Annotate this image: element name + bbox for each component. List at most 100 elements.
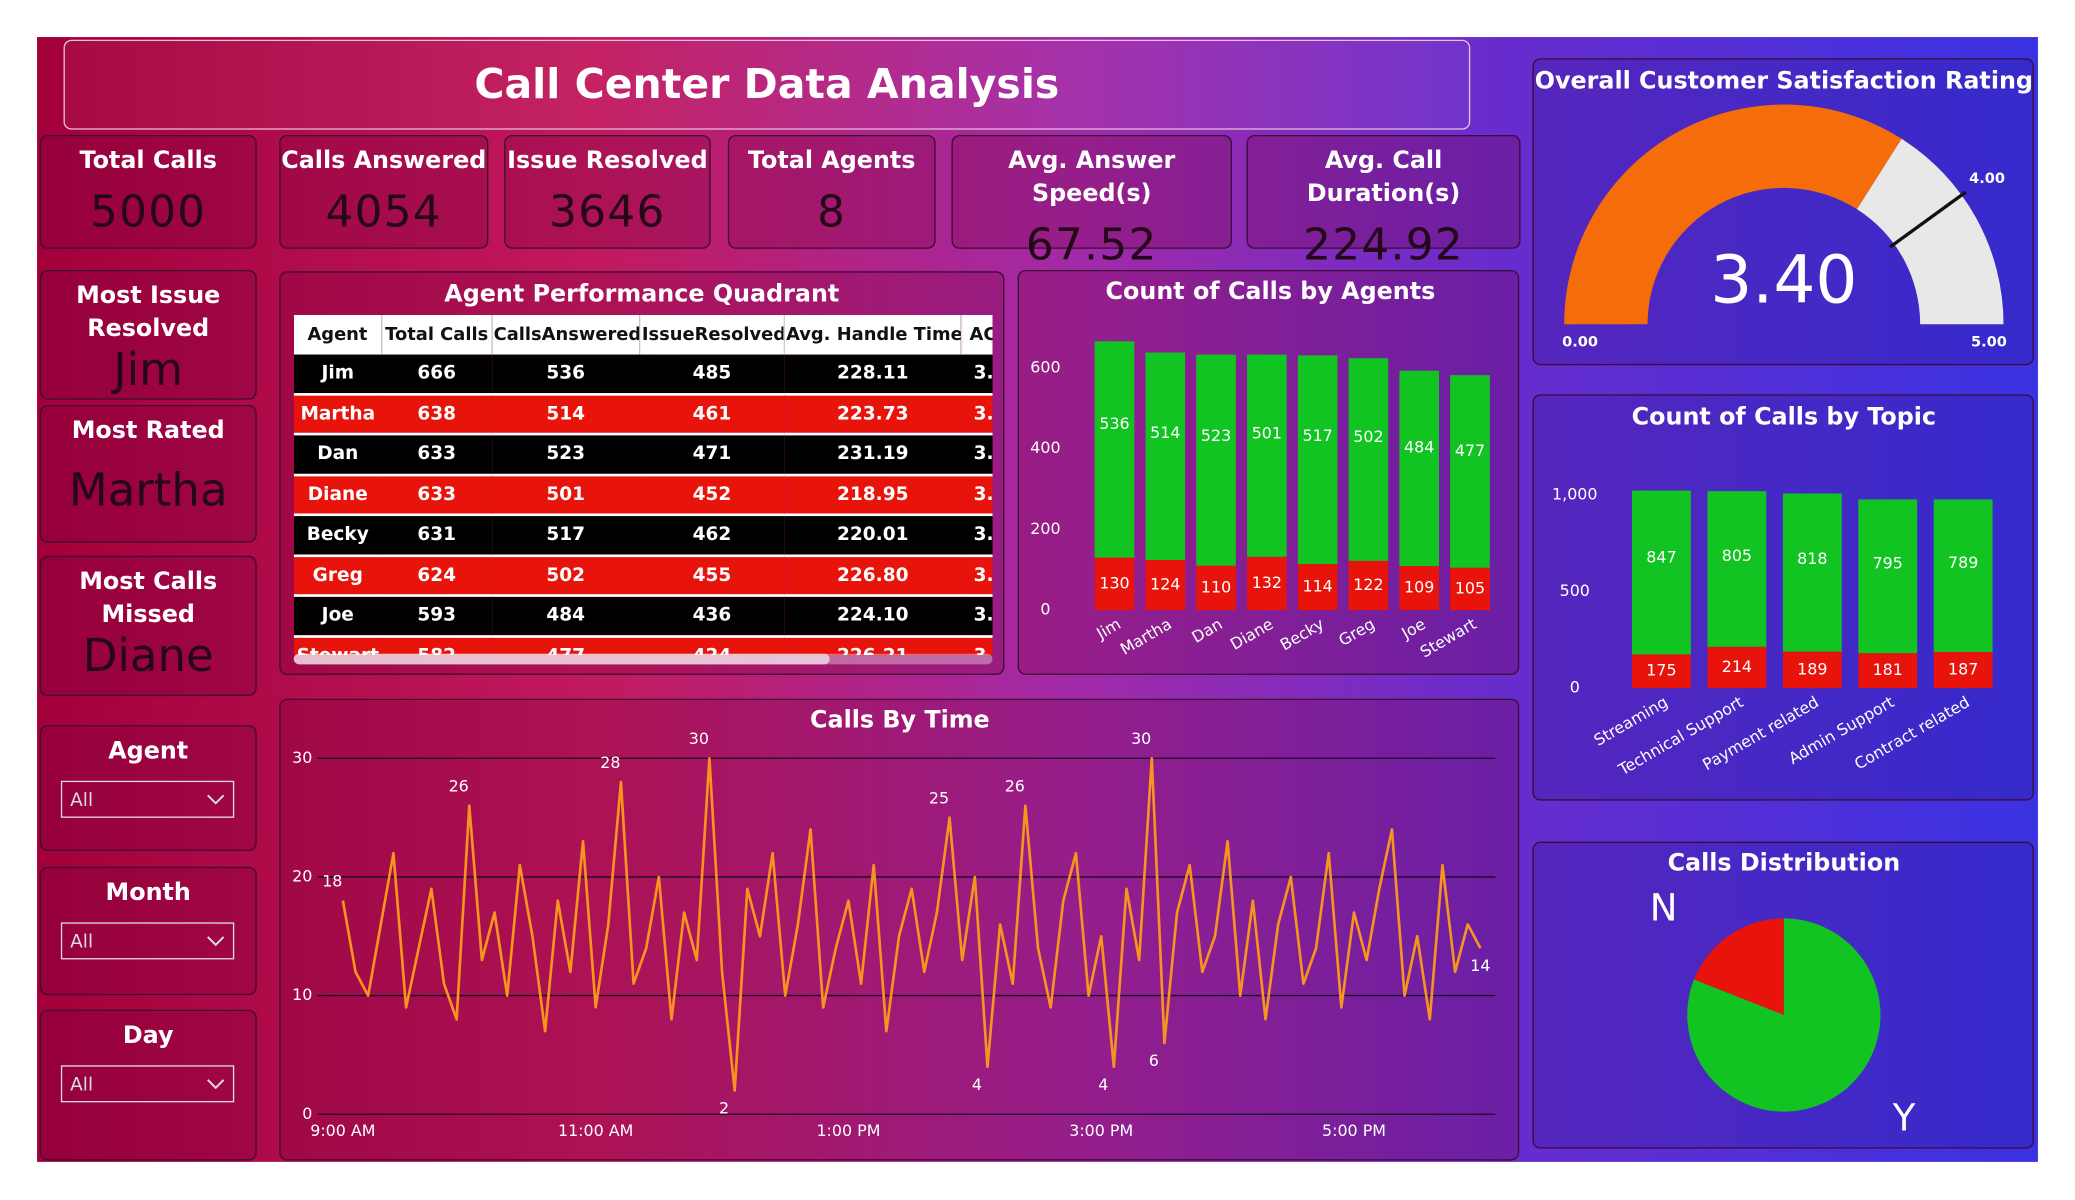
x-tick-label: 5:00 PM xyxy=(1322,1121,1386,1140)
table-cell: 666 xyxy=(417,362,457,385)
column-header[interactable]: Agent xyxy=(293,314,383,355)
filter-select[interactable]: All xyxy=(60,780,235,818)
table-cell: 226.80 xyxy=(836,564,909,586)
column-header[interactable]: ACSR xyxy=(961,314,993,355)
bar-segment xyxy=(1707,491,1767,647)
bar-segment xyxy=(1196,565,1236,611)
bar-segment xyxy=(1858,499,1918,654)
kpi-card: Avg. Call Duration(s) 224.92 xyxy=(1246,134,1521,270)
y-tick-label: 20 xyxy=(292,866,312,885)
point-label: 26 xyxy=(449,777,469,796)
y-tick-label: 600 xyxy=(1030,357,1060,376)
bar-value-label: 484 xyxy=(1404,437,1434,456)
table: Agent Total Calls CallsAnswered IssueResolv… xyxy=(293,314,993,656)
bar-segment xyxy=(1247,354,1287,557)
table-cell: Joe xyxy=(321,605,354,627)
bar-segment xyxy=(1094,557,1135,611)
table-cell: 631 xyxy=(417,524,457,546)
table-cell: 484 xyxy=(546,605,586,627)
bar-segment xyxy=(1858,653,1918,689)
pie-slice xyxy=(1694,918,1784,1016)
scroll-thumb[interactable] xyxy=(293,653,830,665)
filter-select[interactable]: All xyxy=(60,922,235,960)
table-row: Stewart582477424226.213.40 xyxy=(293,635,993,656)
bar-segment xyxy=(1247,556,1287,611)
table-cell: 455 xyxy=(692,564,732,586)
pie-label: N xyxy=(1650,886,1678,929)
kpi-value: 67.52 xyxy=(1025,218,1158,270)
table-cell: 3.33 xyxy=(973,605,993,627)
kpi-card: Issue Resolved 3646 xyxy=(504,134,711,249)
x-tick-label: Technical Support xyxy=(1614,692,1746,779)
table-cell: 3.47 xyxy=(973,403,993,425)
bar-segment xyxy=(1450,375,1490,568)
gauge-value xyxy=(1564,104,1902,325)
dropdown-arrow xyxy=(207,794,225,805)
table-cell: 3.40 xyxy=(961,636,993,655)
table-cell: 502 xyxy=(546,564,586,586)
table-cell: 3.45 xyxy=(973,443,993,465)
bar-value-label: 187 xyxy=(1948,660,1978,679)
table-cell: 3.41 xyxy=(973,484,993,506)
filter-label: Agent xyxy=(108,737,189,765)
y-tick-label: 400 xyxy=(1030,438,1060,457)
highlight-label: Most Issue Resolved xyxy=(76,281,221,343)
bar-segment xyxy=(1782,651,1842,689)
bar-segment xyxy=(1094,341,1135,558)
bar-segment xyxy=(1933,651,1993,689)
bar-segment xyxy=(1399,370,1440,567)
kpi-label: Total Agents xyxy=(747,146,916,175)
bar-value-label: 132 xyxy=(1252,573,1282,592)
table-cell: Diane xyxy=(307,484,368,506)
bar-value-label: 110 xyxy=(1201,577,1231,596)
bar-value-label: 109 xyxy=(1404,578,1434,597)
point-label: 4 xyxy=(1098,1075,1108,1094)
point-label: 28 xyxy=(600,753,620,772)
pie-label: Y xyxy=(1892,1097,1916,1140)
highlight-label: Most Rated xyxy=(71,416,225,445)
bar-value-label: 477 xyxy=(1455,441,1485,460)
point-label: 14 xyxy=(1470,956,1490,975)
filter-select[interactable]: All xyxy=(60,1065,235,1103)
chart-title: Count of Calls by Topic xyxy=(1632,403,1936,431)
y-tick-label: 0 xyxy=(1040,600,1050,619)
gauge-min-label: 0.00 xyxy=(1562,334,1598,351)
table-cell: 226.21 xyxy=(784,636,961,655)
table-row: Martha 638 514 461 223.73 3.47 xyxy=(293,393,993,435)
x-tick-label: 9:00 AM xyxy=(310,1121,375,1140)
table-cell: 224.10 xyxy=(836,605,909,627)
bar-value-label: 789 xyxy=(1948,553,1978,572)
gauge-max-label: 5.00 xyxy=(1971,334,2007,351)
y-tick-label: 0 xyxy=(302,1104,312,1123)
column-header[interactable]: Total Calls xyxy=(381,314,493,355)
bar-value-label: 501 xyxy=(1252,423,1282,442)
bar-value-label: 114 xyxy=(1302,577,1332,596)
highlight-value: Martha xyxy=(68,464,228,518)
table-cell: 593 xyxy=(417,605,457,627)
kpi-card: Calls Answered 4054 xyxy=(279,134,489,249)
bar-value-label: 795 xyxy=(1873,554,1903,573)
x-tick-label: 3:00 PM xyxy=(1069,1121,1133,1140)
bar-segment xyxy=(1632,654,1691,689)
table-cell: 501 xyxy=(546,484,586,506)
table-row: Greg 624 502 455 226.80 3.40 xyxy=(293,555,993,596)
column-header[interactable]: IssueResolved xyxy=(639,314,785,355)
bar-value-label: 514 xyxy=(1150,423,1180,442)
table-cell: 220.01 xyxy=(836,524,909,546)
column-header[interactable]: CallsAnswered xyxy=(491,314,641,355)
gauge-value-label: 3.40 xyxy=(1710,242,1857,319)
point-label: 6 xyxy=(1149,1051,1159,1070)
pie-slice xyxy=(1687,918,1881,1112)
column-header[interactable]: Avg. Handle Time xyxy=(784,314,963,355)
table-cell: 477 xyxy=(492,636,640,655)
highlight-value: Diane xyxy=(82,629,214,683)
table-cell: Jim xyxy=(321,362,355,385)
bar-segment xyxy=(1632,490,1691,655)
bar-value-label: 818 xyxy=(1797,549,1827,568)
chart-title: Count of Calls by Agents xyxy=(1106,277,1436,305)
table-cell: Becky xyxy=(306,524,369,546)
table-cell: Stewart xyxy=(294,636,382,655)
y-tick-label: 500 xyxy=(1560,581,1590,600)
